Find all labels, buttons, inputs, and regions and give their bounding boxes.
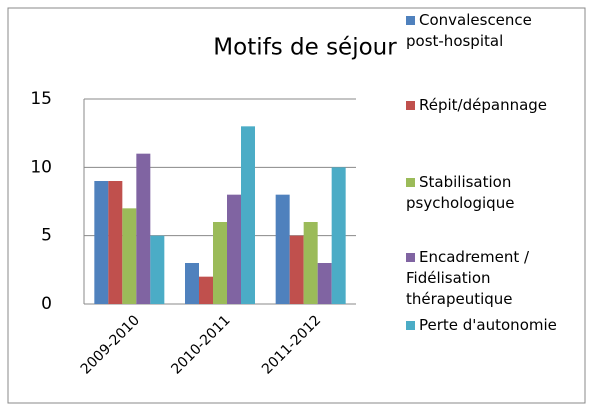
bar [185, 263, 199, 304]
legend-swatch [406, 101, 415, 110]
bar [122, 208, 137, 304]
y-tick-label: 15 [30, 89, 52, 109]
bar [136, 153, 151, 304]
y-tick-label: 10 [30, 157, 52, 177]
bar [213, 222, 227, 304]
legend-entry: Répit/dépannage [406, 95, 556, 116]
y-tick-label: 5 [41, 226, 52, 246]
legend-swatch [406, 16, 415, 25]
legend-label: Perte d'autonomie [419, 316, 557, 334]
bar [199, 276, 213, 304]
legend-swatch [406, 253, 415, 262]
bar [108, 181, 123, 304]
bar [303, 222, 318, 304]
chart-title: Motifs de séjour [213, 35, 397, 61]
y-tick-label: 0 [41, 294, 52, 314]
legend-swatch [406, 321, 415, 330]
legend-label: Répit/dépannage [419, 96, 548, 114]
legend-entry: Encadrement / Fidélisation thérapeutique [406, 247, 536, 310]
legend-entry: Convalescence post-hospital [406, 10, 556, 52]
bar [241, 126, 255, 304]
legend-entry: Perte d'autonomie [406, 315, 557, 336]
bar [94, 181, 109, 304]
bar [227, 194, 241, 304]
bar [317, 263, 332, 304]
bar [289, 235, 304, 304]
legend-swatch [406, 178, 415, 187]
legend-label: Encadrement / Fidélisation thérapeutique [406, 248, 530, 308]
bar [275, 194, 290, 304]
legend-label: Convalescence post-hospital [406, 11, 532, 50]
bar [331, 167, 346, 304]
bar [150, 235, 165, 304]
legend-entry: Stabilisation psychologique [406, 172, 556, 214]
legend-label: Stabilisation psychologique [406, 173, 515, 212]
